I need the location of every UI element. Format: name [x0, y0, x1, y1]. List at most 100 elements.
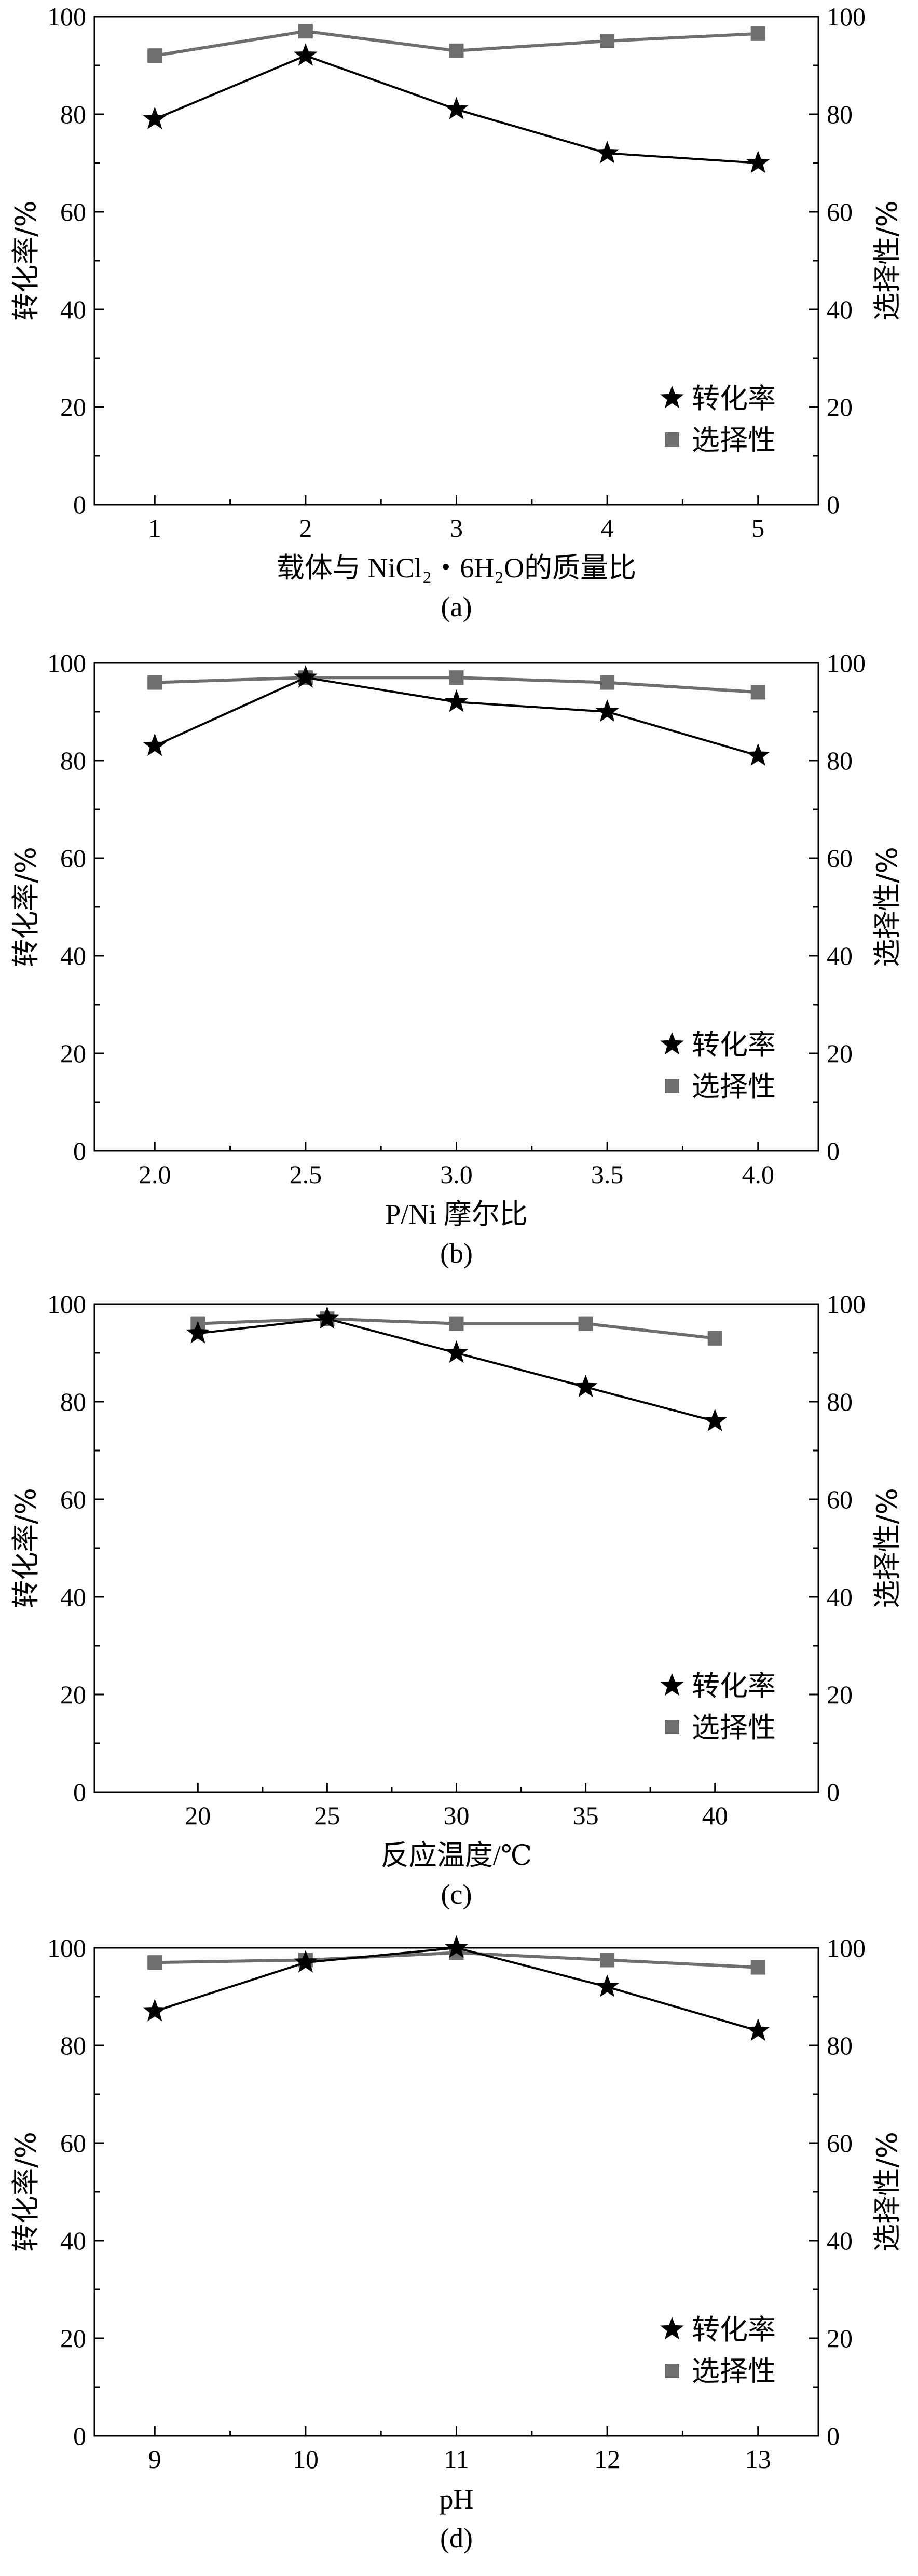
data-point-selectivity [449, 43, 464, 58]
data-point-selectivity [449, 670, 464, 685]
legend-square-icon [665, 432, 679, 447]
x-tick-label: 4.0 [742, 1160, 775, 1189]
data-point-selectivity [449, 1316, 464, 1331]
y-tick-label-left: 80 [60, 2031, 86, 2060]
legend-star-icon [660, 386, 684, 409]
chart-panel-c: 0 0 20 20 40 40 60 60 80 80 100 100 20 25 30 35 40 转化率/% 选… [9, 1290, 903, 1910]
series-line-conversion [198, 1318, 716, 1422]
y-tick-label-right: 60 [827, 2128, 853, 2158]
legend-label-conversion: 转化率 [692, 1670, 776, 1702]
y-tick-label-right: 0 [827, 1778, 840, 1807]
data-point-selectivity [750, 685, 765, 700]
legend-star-icon [660, 1673, 684, 1696]
y-tick-label-right: 80 [827, 746, 853, 775]
y-axis-label-left: 转化率/% [9, 847, 42, 967]
chart-panel-a: 0 0 20 20 40 40 60 60 80 80 100 100 1 2 3 4 5 转化率/% 选择性/% 载… [9, 2, 903, 622]
x-axis-label: P/Ni 摩尔比 [385, 1199, 528, 1230]
y-tick-label-left: 100 [47, 2, 86, 31]
y-axis-label-left: 转化率/% [9, 200, 42, 321]
y-tick-label-left: 100 [47, 648, 86, 677]
data-point-selectivity [600, 34, 615, 48]
y-tick-label-left: 60 [60, 844, 86, 873]
data-point-selectivity [600, 675, 615, 690]
series-line-conversion [154, 676, 759, 757]
x-tick-label: 2.5 [290, 1160, 322, 1189]
data-point-conversion [444, 1935, 469, 1958]
y-axis-label-right: 选择性/% [871, 200, 903, 321]
x-tick-label: 5 [751, 513, 764, 543]
y-tick-label-left: 0 [73, 1778, 86, 1807]
y-axis-label-right: 选择性/% [871, 847, 903, 967]
x-axis-label: pH [440, 2484, 474, 2515]
y-tick-label-right: 40 [827, 2226, 853, 2255]
y-tick-label-right: 40 [827, 941, 853, 970]
legend-label-selectivity: 选择性 [692, 424, 776, 456]
x-tick-label: 2 [299, 513, 312, 543]
legend-label-selectivity: 选择性 [692, 2355, 776, 2388]
y-tick-label-right: 100 [827, 1933, 866, 1962]
data-point-selectivity [298, 24, 313, 39]
panel-label: (d) [440, 2523, 473, 2554]
data-point-conversion [143, 733, 167, 756]
y-tick-label-left: 100 [47, 1290, 86, 1319]
data-point-conversion [595, 1974, 619, 1997]
y-tick-label-right: 40 [827, 1582, 853, 1611]
y-tick-label-right: 0 [827, 490, 840, 519]
data-point-conversion [746, 2018, 770, 2041]
x-tick-label: 30 [444, 1801, 470, 1830]
y-tick-label-left: 20 [60, 2324, 86, 2353]
y-tick-label-left: 20 [60, 1039, 86, 1068]
x-tick-label: 11 [444, 2445, 469, 2474]
y-tick-label-left: 100 [47, 1933, 86, 1962]
legend-label-conversion: 转化率 [692, 382, 776, 415]
data-point-conversion [294, 1950, 318, 1973]
data-point-conversion [595, 699, 619, 722]
y-axis-label-left: 转化率/% [9, 2132, 42, 2252]
panel-label: (c) [441, 1879, 472, 1910]
x-tick-label: 25 [314, 1801, 340, 1830]
y-tick-label-left: 20 [60, 392, 86, 422]
y-axis-label-right: 选择性/% [871, 2132, 903, 2252]
y-tick-label-right: 80 [827, 2031, 853, 2060]
y-tick-label-right: 60 [827, 1485, 853, 1514]
data-point-conversion [294, 665, 318, 688]
panel-label: (a) [441, 591, 472, 622]
data-point-selectivity [147, 675, 162, 690]
y-tick-label-right: 60 [827, 844, 853, 873]
data-point-conversion [595, 141, 619, 164]
y-tick-label-left: 80 [60, 1387, 86, 1416]
data-point-conversion [573, 1374, 598, 1398]
x-tick-label: 12 [594, 2445, 620, 2474]
y-tick-label-right: 60 [827, 197, 853, 226]
legend-star-icon [660, 2317, 684, 2340]
y-tick-label-left: 60 [60, 2128, 86, 2158]
x-tick-label: 20 [185, 1801, 211, 1830]
y-tick-label-right: 100 [827, 648, 866, 677]
data-point-selectivity [707, 1331, 722, 1346]
y-tick-label-right: 0 [827, 2421, 840, 2450]
data-point-conversion [444, 1340, 469, 1363]
y-tick-label-right: 100 [827, 2, 866, 31]
data-point-conversion [294, 43, 318, 66]
data-point-selectivity [600, 1953, 615, 1968]
x-tick-label: 35 [573, 1801, 599, 1830]
y-tick-label-left: 20 [60, 1680, 86, 1709]
y-tick-label-left: 40 [60, 295, 86, 324]
data-point-conversion [444, 97, 469, 119]
y-tick-label-right: 20 [827, 2324, 853, 2353]
data-point-conversion [186, 1321, 210, 1344]
data-point-selectivity [147, 48, 162, 63]
legend-square-icon [665, 2364, 679, 2378]
y-tick-label-left: 60 [60, 1485, 86, 1514]
data-point-conversion [703, 1408, 727, 1431]
x-tick-label: 1 [148, 513, 161, 543]
panel-label: (b) [440, 1238, 473, 1269]
x-tick-label: 40 [702, 1801, 728, 1830]
x-tick-label: 3.5 [591, 1160, 624, 1189]
y-tick-label-left: 40 [60, 2226, 86, 2255]
x-tick-label: 4 [601, 513, 614, 543]
x-tick-label: 13 [745, 2445, 771, 2474]
legend-label-selectivity: 选择性 [692, 1711, 776, 1744]
x-tick-label: 2.0 [139, 1160, 171, 1189]
